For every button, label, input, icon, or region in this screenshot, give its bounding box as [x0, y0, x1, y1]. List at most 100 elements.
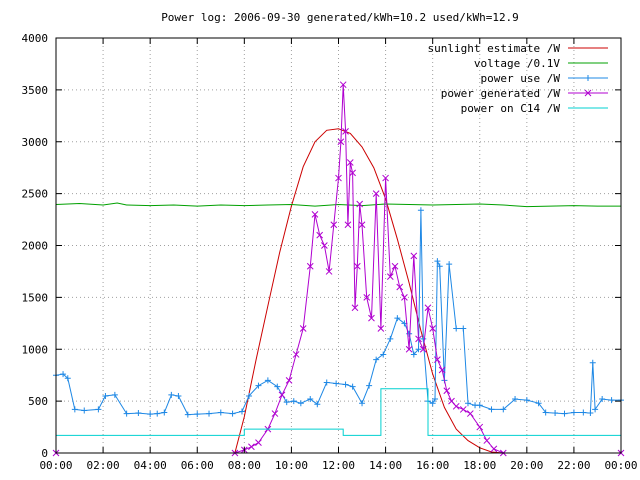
axis-ticks: 00:00 02:00 04:00 06:00 08:00 10:00 12:00 14:00… [22, 32, 638, 472]
data-point-marker [194, 411, 201, 418]
x-tick-label: 06:00 [181, 459, 214, 472]
series-line [55, 202, 621, 208]
data-point-marker [589, 359, 596, 366]
y-tick-label: 500 [28, 395, 48, 408]
data-point-marker [346, 159, 354, 166]
data-point-marker [123, 410, 130, 417]
data-point-marker [585, 75, 591, 81]
legend-label: power on C14 /W [461, 102, 561, 115]
data-point-marker [323, 379, 330, 386]
x-tick-label: 16:00 [416, 459, 449, 472]
data-point-marker [255, 439, 262, 446]
data-point-marker [229, 410, 236, 417]
data-point-marker [453, 325, 460, 332]
data-point-marker [483, 437, 491, 444]
series-group [52, 81, 625, 457]
data-point-marker [297, 400, 304, 407]
data-point-marker [419, 345, 427, 353]
data-point-marker [464, 400, 471, 407]
data-point-marker [580, 409, 587, 416]
data-point-marker [271, 410, 279, 417]
data-point-marker [316, 231, 324, 239]
data-point-marker [71, 406, 78, 413]
data-point-marker [325, 268, 333, 275]
data-point-marker [168, 391, 175, 398]
data-point-marker [366, 382, 373, 389]
data-point-marker [102, 392, 109, 399]
data-point-marker [306, 262, 314, 270]
data-point-marker [608, 397, 615, 404]
data-point-marker [290, 398, 297, 405]
data-point-marker [446, 261, 453, 268]
data-point-marker [452, 402, 460, 410]
data-point-marker [372, 190, 380, 197]
data-point-marker [417, 207, 424, 214]
data-point-marker [363, 294, 371, 301]
legend-label: voltage /0.1V [474, 57, 560, 70]
data-point-marker [349, 169, 356, 177]
data-point-marker [255, 382, 262, 389]
data-point-marker [380, 351, 387, 358]
x-tick-label: 14:00 [369, 459, 402, 472]
y-tick-label: 2000 [22, 240, 49, 253]
data-point-marker [175, 392, 182, 399]
x-tick-label: 04:00 [134, 459, 167, 472]
data-point-marker [217, 409, 224, 416]
data-point-marker [283, 399, 290, 406]
data-point-marker [154, 410, 161, 417]
data-point-marker [64, 375, 71, 382]
legend-label: power use /W [481, 72, 561, 85]
data-point-marker [342, 381, 349, 388]
data-point-marker [490, 445, 498, 453]
data-point-marker [459, 406, 467, 413]
data-point-marker [438, 366, 446, 374]
data-point-marker [523, 397, 530, 404]
x-tick-label: 00:00 [39, 459, 72, 472]
data-point-marker [394, 315, 401, 322]
data-point-marker [410, 351, 417, 358]
data-point-marker [307, 396, 314, 403]
data-point-marker [587, 410, 594, 417]
data-point-marker [561, 410, 568, 417]
data-point-marker [466, 410, 474, 417]
series-group [56, 128, 621, 454]
legend: sunlight estimate /W voltage /0.1V power u… [428, 42, 608, 115]
y-tick-label: 4000 [22, 32, 49, 45]
data-point-marker [500, 406, 507, 413]
y-tick-label: 0 [41, 447, 48, 460]
data-point-marker [359, 400, 366, 407]
data-point-marker [206, 410, 213, 417]
data-point-marker [436, 263, 443, 270]
data-point-marker [382, 174, 389, 182]
data-point-marker [292, 351, 300, 358]
data-point-marker [246, 392, 253, 399]
data-point-marker [570, 409, 577, 416]
y-tick-label: 1000 [22, 343, 49, 356]
data-point-marker [333, 380, 340, 387]
series-line [56, 128, 621, 454]
data-point-marker [432, 396, 439, 403]
data-point-marker [368, 314, 375, 322]
data-point-marker [135, 410, 142, 417]
data-point-marker [420, 335, 427, 342]
series-line [56, 388, 621, 436]
data-point-marker [542, 409, 549, 416]
data-point-marker [512, 396, 519, 403]
data-point-marker [387, 335, 394, 342]
data-point-marker [356, 200, 364, 208]
data-point-marker [264, 377, 271, 384]
data-point-marker [238, 408, 245, 415]
data-point-marker [351, 304, 359, 312]
data-point-marker [342, 128, 349, 135]
data-point-marker [410, 252, 418, 260]
data-point-marker [476, 402, 483, 409]
data-point-marker [373, 356, 380, 363]
data-point-marker [599, 396, 606, 403]
x-tick-label: 08:00 [228, 459, 261, 472]
grid-lines [56, 38, 621, 453]
data-point-marker [147, 411, 154, 418]
x-tick-label: 10:00 [275, 459, 308, 472]
data-point-marker [429, 325, 437, 332]
data-point-marker [337, 138, 345, 146]
